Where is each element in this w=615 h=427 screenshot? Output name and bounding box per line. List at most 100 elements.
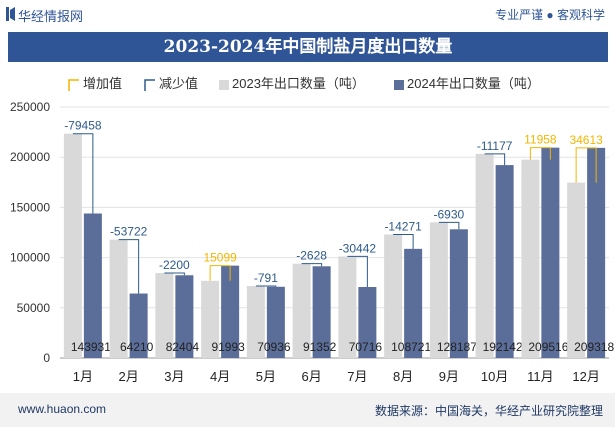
- legend-increase-label: 增加值: [83, 76, 123, 91]
- y-tick-label: 50000: [17, 301, 51, 315]
- bar-2024: [129, 293, 148, 358]
- change-label: 15099: [203, 251, 237, 265]
- change-bracket: [118, 239, 140, 294]
- x-tick-label: 1月: [73, 369, 93, 384]
- bar-2024: [404, 248, 423, 358]
- footer-website: www.huaon.com: [18, 402, 107, 416]
- footer-source: 数据来源：中国海关，华经产业研究院整理: [374, 404, 603, 418]
- y-tick-label: 100000: [10, 251, 50, 265]
- change-label: -6930: [434, 207, 465, 221]
- bar-2024: [541, 147, 560, 358]
- x-tick-label: 11月: [527, 369, 554, 384]
- value-label-2024: 192142: [483, 340, 523, 354]
- legend-increase: 增加值: [68, 73, 122, 92]
- series-2023-swatch: [219, 79, 229, 90]
- change-label: -30442: [339, 241, 377, 255]
- value-label-2024: 82404: [166, 340, 200, 354]
- change-label: -14271: [384, 220, 422, 234]
- value-label-2024: 143931: [71, 340, 111, 354]
- slogan: 专业严谨 ● 客观科学: [495, 8, 605, 22]
- title-bar: 2023-2024年中国制盐月度出口数量: [8, 32, 608, 62]
- y-tick-label: 150000: [10, 200, 50, 214]
- change-bracket: [438, 221, 460, 230]
- value-label-2024: 70936: [257, 340, 291, 354]
- change-bracket: [255, 285, 277, 287]
- bar-2024: [358, 287, 377, 358]
- bar-2023: [246, 285, 265, 358]
- change-label: 11958: [524, 133, 557, 147]
- legend-decrease: 减少值: [144, 73, 198, 92]
- value-label-2024: 91352: [303, 340, 337, 354]
- x-tick-label: 4月: [210, 369, 230, 384]
- bar-2024: [495, 165, 514, 358]
- bar-chart: 0 50000 100000 150000 200000 250000 -79458 1439…: [10, 100, 615, 384]
- y-tick-label: 0: [43, 351, 50, 365]
- brand-logo-icon: [6, 7, 15, 21]
- x-tick-label: 12月: [572, 369, 599, 384]
- change-label: -11177: [477, 139, 513, 153]
- change-bracket: [393, 234, 414, 249]
- bar-2024: [221, 265, 240, 358]
- bar-2024: [83, 213, 102, 358]
- bar-2024: [175, 275, 194, 358]
- change-bracket: [347, 255, 368, 288]
- top-bar: 华经情报网 专业严谨 ● 客观科学: [0, 0, 615, 30]
- change-bracket: [301, 263, 323, 267]
- value-label-2024: 108721: [391, 340, 431, 354]
- bar-2023: [521, 159, 540, 358]
- bar-2024: [266, 286, 285, 358]
- x-tick-label: 3月: [164, 369, 184, 384]
- legend-2023: 2023年出口数量（吨）: [219, 73, 365, 92]
- legend-decrease-label: 减少值: [159, 76, 199, 91]
- bar-2023: [109, 239, 128, 358]
- change-label: 34613: [569, 133, 603, 147]
- bar-2024: [587, 147, 606, 358]
- bar-2023: [63, 133, 82, 358]
- value-label-2024: 209516: [528, 340, 568, 354]
- change-bracket: [575, 147, 597, 183]
- bar-2023: [429, 222, 448, 358]
- bar-2023: [155, 273, 174, 358]
- bar-2023: [567, 182, 586, 358]
- y-tick-label: 250000: [10, 100, 50, 114]
- bar-2023: [292, 263, 311, 358]
- bar-2023: [384, 234, 403, 358]
- change-label: -2200: [159, 258, 190, 272]
- x-tick-label: 6月: [302, 369, 322, 384]
- bar-2023: [475, 153, 494, 358]
- change-bracket: [209, 265, 231, 281]
- series-2024-swatch: [394, 79, 404, 90]
- value-label-2024: 64210: [120, 340, 154, 354]
- y-tick-label: 200000: [10, 150, 50, 164]
- legend-2024-label: 2024年出口数量（吨）: [407, 76, 540, 91]
- change-bracket: [164, 272, 185, 276]
- x-tick-label: 10月: [481, 369, 508, 384]
- bar-2024: [312, 266, 331, 358]
- x-tick-label: 7月: [347, 369, 367, 384]
- x-tick-label: 5月: [256, 369, 276, 384]
- x-tick-label: 2月: [119, 369, 139, 384]
- change-label: -2628: [296, 249, 327, 263]
- increase-swatch-icon: [68, 78, 79, 91]
- bar-2023: [338, 256, 357, 358]
- chart-title: 2023-2024年中国制盐月度出口数量: [163, 37, 453, 57]
- legend-2024: 2024年出口数量（吨）: [394, 73, 540, 92]
- brand-name: 华经情报网: [18, 9, 84, 24]
- value-label-2024: 209318: [574, 340, 614, 354]
- value-label-2024: 91993: [211, 340, 245, 354]
- bar-2023: [201, 280, 220, 358]
- value-label-2024: 70716: [349, 340, 383, 354]
- bar-2024: [449, 229, 468, 358]
- x-tick-label: 8月: [393, 369, 413, 384]
- change-label: -791: [254, 271, 278, 285]
- x-tick-label: 9月: [439, 369, 459, 384]
- decrease-swatch-icon: [144, 78, 155, 91]
- legend-2023-label: 2023年出口数量（吨）: [232, 76, 365, 91]
- value-label-2024: 128187: [437, 340, 477, 354]
- change-bracket: [529, 147, 551, 160]
- change-bracket: [484, 153, 506, 166]
- change-bracket: [72, 133, 94, 214]
- change-label: -79458: [64, 119, 102, 133]
- change-label: -53722: [110, 225, 148, 239]
- footer: www.huaon.com 数据来源：中国海关，华经产业研究院整理: [0, 393, 615, 427]
